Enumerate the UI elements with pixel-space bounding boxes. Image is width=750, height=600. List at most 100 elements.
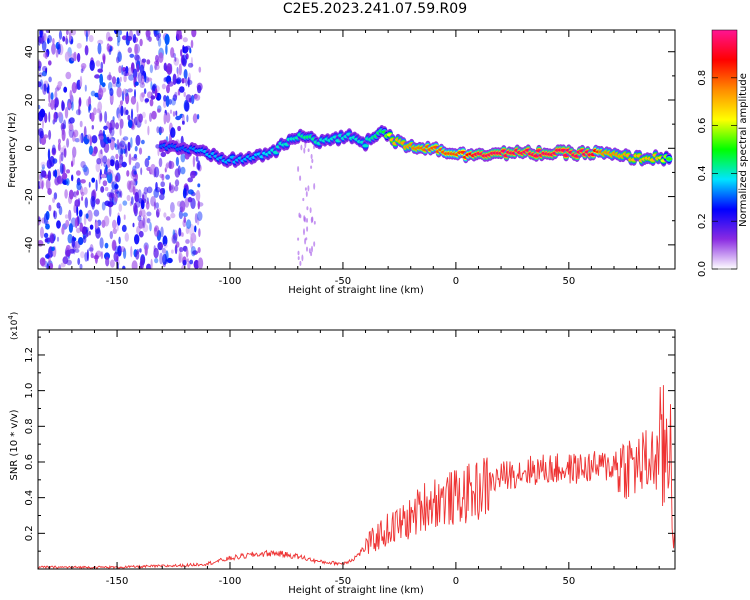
- noise-blob: [134, 43, 139, 55]
- noise-blob: [71, 101, 74, 111]
- noise-blob: [111, 239, 117, 251]
- noise-blob: [311, 245, 313, 253]
- noise-blob: [134, 89, 136, 99]
- noise-blob: [127, 35, 133, 42]
- noise-blob: [60, 151, 64, 162]
- noise-blob: [109, 231, 114, 240]
- noise-blob: [117, 35, 121, 43]
- y-tick-label: -40: [24, 237, 35, 253]
- noise-blob: [59, 163, 64, 175]
- noise-blob: [163, 62, 167, 71]
- noise-blob: [127, 47, 132, 54]
- noise-blob: [166, 84, 170, 94]
- noise-blob: [160, 243, 163, 249]
- noise-blob: [78, 97, 82, 107]
- noise-blob: [40, 161, 46, 168]
- noise-blob: [80, 251, 85, 259]
- noise-blob: [106, 158, 111, 168]
- noise-blob: [120, 105, 124, 117]
- noise-blob: [187, 79, 193, 85]
- noise-blob: [83, 166, 90, 176]
- noise-blob: [186, 114, 189, 123]
- noise-blob: [139, 64, 145, 75]
- noise-blob: [68, 209, 72, 222]
- noise-blob: [150, 258, 153, 269]
- noise-blob: [143, 186, 148, 195]
- noise-blob: [58, 205, 63, 216]
- noise-blob: [134, 191, 139, 203]
- noise-blob: [127, 141, 131, 152]
- noise-blob: [71, 131, 76, 142]
- noise-blob: [182, 259, 187, 266]
- noise-blob: [190, 170, 196, 179]
- noise-blob: [142, 194, 145, 200]
- snr-data: [38, 385, 675, 569]
- noise-blob: [68, 189, 74, 200]
- noise-blob: [305, 237, 308, 241]
- noise-blob: [311, 158, 314, 164]
- noise-blob: [177, 125, 182, 132]
- x-tick-label: -50: [335, 576, 351, 587]
- noise-blob: [146, 186, 153, 194]
- noise-blob: [302, 197, 305, 202]
- noise-blob: [121, 64, 124, 76]
- noise-blob: [96, 158, 102, 165]
- noise-blob: [198, 66, 202, 73]
- noise-blob: [75, 109, 82, 116]
- noise-blob: [126, 180, 132, 190]
- noise-blob: [103, 215, 110, 227]
- noise-blob: [135, 250, 140, 260]
- noise-blob: [91, 135, 98, 144]
- noise-blob: [95, 198, 100, 205]
- noise-blob: [194, 225, 197, 233]
- noise-blob: [310, 251, 313, 257]
- noise-blob: [150, 196, 157, 207]
- noise-blob: [128, 180, 135, 193]
- noise-blob: [190, 94, 195, 105]
- noise-blob: [125, 109, 129, 116]
- noise-blob: [41, 71, 47, 77]
- noise-blob: [138, 230, 144, 238]
- noise-blob: [141, 139, 145, 145]
- noise-blob: [97, 42, 102, 55]
- noise-blob: [97, 88, 104, 99]
- noise-blob: [190, 39, 194, 49]
- noise-blob: [38, 35, 44, 44]
- noise-blob: [43, 213, 49, 226]
- noise-blob: [181, 232, 184, 237]
- noise-blob: [78, 237, 84, 245]
- noise-blob: [155, 144, 160, 149]
- noise-blob: [162, 235, 168, 247]
- noise-blob: [58, 111, 62, 118]
- noise-blob: [39, 108, 46, 118]
- noise-blob: [147, 155, 151, 160]
- y-tick-label: 0.2: [24, 525, 35, 541]
- noise-blob: [105, 256, 110, 267]
- noise-blob: [83, 186, 88, 195]
- noise-blob: [308, 248, 311, 254]
- noise-blob: [134, 162, 140, 169]
- noise-blob: [139, 248, 142, 253]
- colorbar-tick-label: 0.6: [697, 118, 708, 134]
- y-tick-label: 1.0: [24, 383, 35, 399]
- noise-blob: [176, 30, 182, 40]
- noise-blob: [183, 69, 188, 79]
- noise-blob: [145, 30, 151, 38]
- noise-blob: [122, 88, 127, 95]
- noise-blob: [38, 81, 42, 88]
- noise-blob: [47, 170, 52, 181]
- noise-blob: [41, 164, 45, 170]
- noise-blob: [94, 74, 101, 79]
- noise-blob: [141, 209, 146, 218]
- noise-blob: [88, 35, 94, 43]
- noise-blob: [42, 83, 47, 95]
- noise-blob: [98, 135, 104, 140]
- y-tick-label: 0.8: [24, 418, 35, 434]
- noise-blob: [49, 155, 55, 167]
- noise-blob: [142, 111, 146, 119]
- noise-blob: [56, 220, 61, 229]
- noise-blob: [127, 88, 133, 93]
- noise-blob: [157, 207, 162, 213]
- noise-blob: [43, 33, 47, 42]
- noise-blob: [194, 213, 198, 224]
